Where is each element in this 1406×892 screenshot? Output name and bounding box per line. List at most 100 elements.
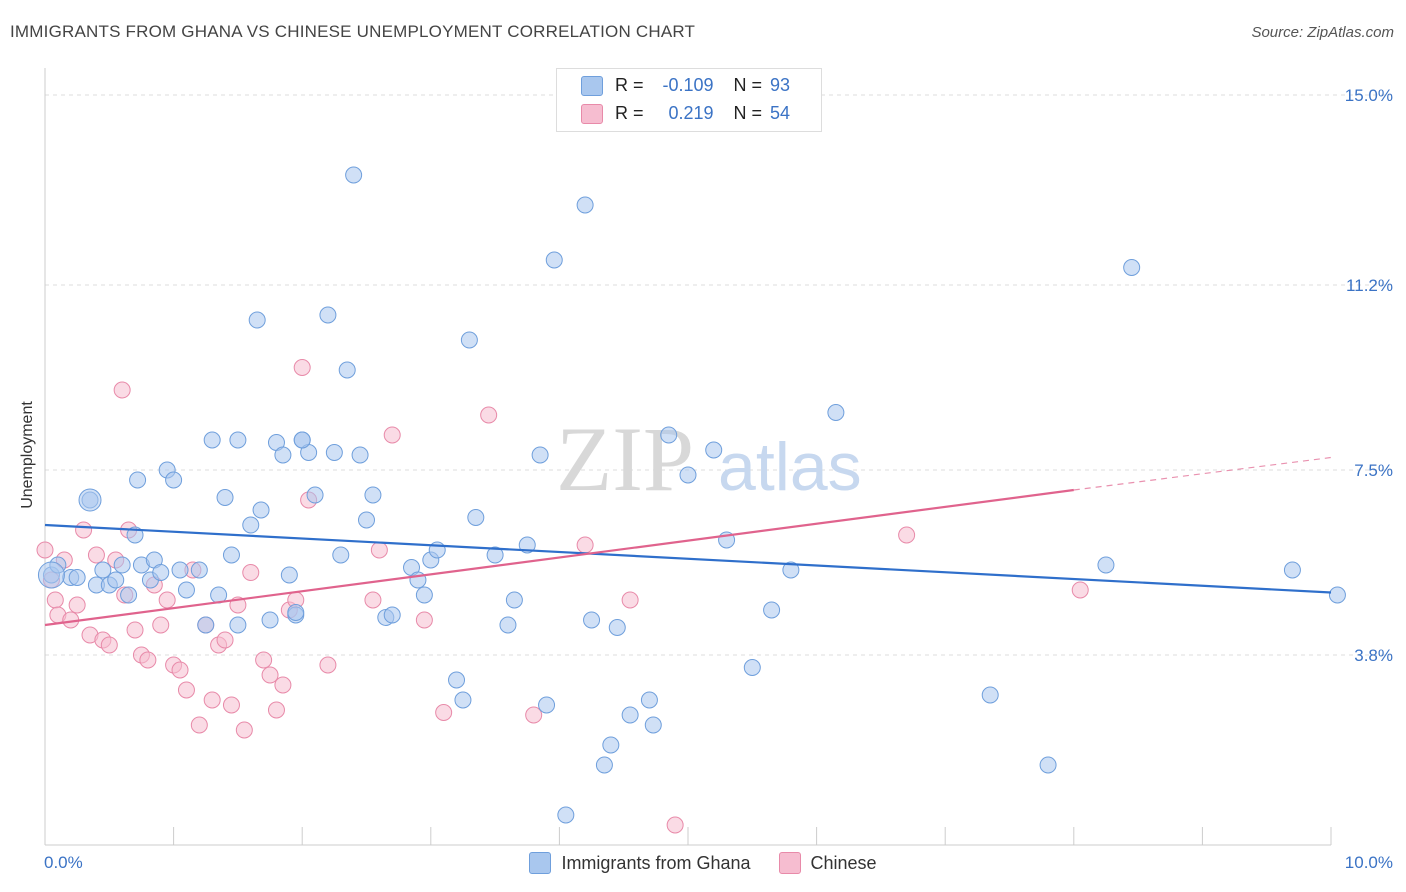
point-ghana: [177, 581, 195, 599]
point-ghana: [261, 611, 279, 629]
point-chinese: [235, 721, 253, 739]
chart-title: IMMIGRANTS FROM GHANA VS CHINESE UNEMPLO…: [10, 22, 696, 41]
point-ghana: [1328, 586, 1346, 604]
point-ghana: [94, 561, 112, 579]
point-ghana: [743, 659, 761, 676]
point-ghana: [518, 536, 536, 554]
point-ghana: [415, 586, 433, 604]
legend-row-ghana: R = -0.109 N = 93: [581, 75, 790, 96]
legend-n-label: N =: [733, 103, 763, 123]
point-chinese: [171, 661, 189, 679]
legend-row-chinese: R = 0.219 N = 54: [581, 103, 790, 124]
point-ghana: [1283, 561, 1301, 579]
point-ghana: [782, 561, 800, 579]
legend-r-value: -0.109: [662, 75, 714, 95]
point-chinese: [87, 546, 105, 564]
point-chinese: [113, 381, 131, 399]
point-ghana: [660, 426, 678, 444]
point-ghana: [203, 431, 221, 449]
legend-n-label: N =: [733, 75, 763, 95]
point-ghana: [351, 446, 369, 464]
bottom-legend-ghana[interactable]: Immigrants from Ghana: [529, 852, 751, 874]
point-ghana: [68, 569, 86, 586]
point-chinese: [222, 696, 240, 714]
axes: [44, 68, 1332, 846]
point-ghana: [197, 616, 215, 634]
point-chinese: [666, 816, 684, 834]
point-ghana: [531, 446, 549, 464]
legend-swatch-ghana: [581, 75, 603, 96]
point-ghana: [538, 696, 556, 714]
point-ghana: [679, 466, 697, 484]
point-ghana: [274, 446, 292, 464]
point-chinese: [68, 596, 86, 614]
point-ghana: [1097, 556, 1115, 574]
legend-r-label: R =: [615, 75, 644, 95]
point-chinese: [242, 564, 260, 581]
legend-r-label: R =: [615, 103, 644, 123]
point-ghana: [171, 561, 189, 579]
point-ghana: [505, 591, 523, 609]
point-ghana: [644, 716, 662, 734]
point-ghana: [293, 431, 311, 449]
point-chinese: [370, 541, 388, 559]
y-tick-label: 3.8%: [1354, 646, 1393, 665]
point-ghana: [448, 671, 466, 689]
point-chinese: [898, 526, 916, 544]
point-ghana: [252, 501, 270, 519]
point-ghana: [557, 806, 575, 824]
point-ghana: [1039, 756, 1057, 774]
point-ghana: [705, 441, 723, 459]
point-ghana: [165, 471, 183, 489]
point-ghana: [454, 691, 472, 709]
point-ghana: [216, 489, 234, 506]
point-ghana: [595, 756, 613, 774]
legend-box: R = -0.109 N = 93 R = 0.219 N = 54: [556, 68, 822, 132]
point-ghana: [78, 488, 102, 512]
point-chinese: [267, 701, 285, 719]
bottom-legend-swatch-ghana: [529, 852, 552, 874]
point-chinese: [293, 359, 311, 376]
point-chinese: [158, 591, 176, 609]
point-chinese: [274, 676, 292, 694]
point-chinese: [126, 621, 144, 639]
point-ghana: [113, 556, 131, 574]
point-ghana: [608, 619, 626, 636]
series-ghana-points: [37, 166, 1346, 824]
watermark-zip: ZIP: [556, 408, 694, 510]
point-ghana: [222, 546, 240, 564]
point-ghana: [319, 306, 337, 324]
legend-r-value: 0.219: [668, 103, 714, 123]
point-chinese: [75, 521, 93, 539]
bottom-legend-swatch-chinese: [778, 852, 801, 874]
point-ghana: [229, 431, 247, 449]
y-tick-label: 15.0%: [1345, 86, 1393, 105]
point-ghana: [763, 601, 781, 619]
x-tick-label: 0.0%: [44, 853, 83, 872]
tick-labels: 3.8% 7.5% 11.2% 15.0% 0.0% 10.0%: [44, 86, 1393, 872]
point-chinese: [435, 704, 453, 721]
point-chinese: [46, 591, 64, 609]
y-tick-label: 11.2%: [1346, 276, 1393, 295]
point-ghana: [152, 564, 170, 581]
bottom-legend-chinese[interactable]: Chinese: [778, 852, 877, 874]
point-chinese: [139, 651, 157, 669]
point-ghana: [248, 311, 266, 329]
point-ghana: [338, 361, 356, 379]
point-ghana: [583, 611, 601, 629]
point-chinese: [415, 611, 433, 629]
point-ghana: [345, 166, 363, 184]
point-ghana: [325, 444, 343, 461]
trend-lines: [44, 456, 1332, 627]
point-ghana: [229, 616, 247, 634]
legend-n-value: 54: [770, 103, 791, 123]
point-ghana: [37, 561, 65, 589]
bottom-legend: Immigrants from Ghana Chinese: [0, 852, 1406, 874]
point-ghana: [120, 586, 138, 604]
point-chinese: [190, 716, 208, 734]
point-chinese: [480, 406, 498, 424]
point-ghana: [287, 604, 305, 621]
point-chinese: [364, 591, 382, 609]
x-tick-label: 10.0%: [1345, 853, 1393, 872]
point-chinese: [1071, 581, 1089, 599]
